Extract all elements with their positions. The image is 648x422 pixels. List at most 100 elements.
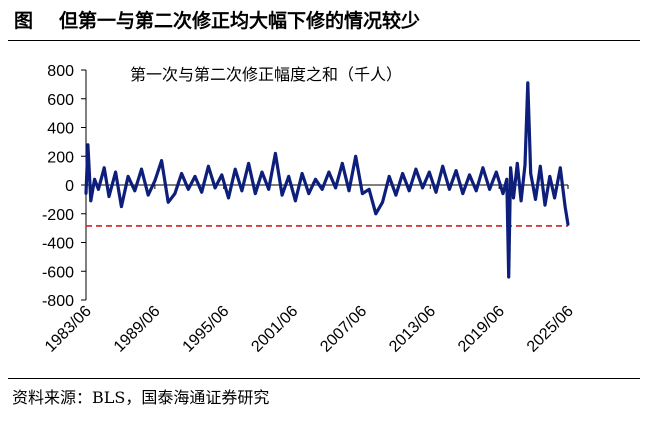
y-tick-label: 800 (47, 63, 74, 80)
x-tick-label: 2025/06 (524, 303, 577, 356)
series-title: 第一次与第二次修正幅度之和（千人） (130, 65, 402, 84)
series-point (548, 174, 552, 178)
series-point (381, 200, 384, 204)
x-tick-label: 2007/06 (317, 303, 370, 356)
series-point (394, 193, 398, 197)
series-point (558, 166, 562, 170)
series-point (97, 187, 100, 191)
series-point (468, 173, 471, 177)
y-tick-label: 0 (65, 178, 74, 195)
x-tick-label: 2001/06 (248, 303, 301, 356)
series-point (529, 172, 533, 175)
series-point (247, 162, 250, 165)
series-point (566, 223, 570, 226)
series-point (334, 186, 338, 190)
series-point (441, 164, 445, 168)
figure-title-text: 但第一与第二次修正均大幅下修的情况较少 (59, 10, 421, 32)
series-point (207, 164, 210, 168)
series-point (509, 166, 513, 170)
series-point (233, 167, 237, 171)
series-point (421, 186, 425, 190)
x-tick-label: 2019/06 (455, 303, 508, 356)
series-point (512, 196, 515, 200)
series-point (414, 167, 418, 171)
series-point (200, 190, 204, 194)
series-point (173, 192, 177, 196)
series-point (519, 199, 523, 203)
series-point (407, 189, 411, 193)
figure-label: 图 (14, 10, 34, 32)
series-point (93, 177, 97, 181)
series-point (140, 167, 143, 171)
series-point (213, 186, 217, 190)
series-point (107, 195, 111, 198)
series-point (260, 170, 264, 174)
series-point (267, 187, 271, 191)
series-point (320, 187, 324, 191)
series-point (454, 169, 458, 173)
series-point (481, 166, 485, 170)
y-tick-label: 600 (47, 92, 74, 109)
series-point (461, 192, 465, 196)
series-point (505, 177, 509, 181)
series-point (374, 212, 378, 216)
x-tick-label: 2013/06 (386, 303, 439, 356)
series-point (314, 177, 317, 181)
series-point (360, 192, 364, 196)
y-tick-label: 200 (47, 149, 74, 166)
series-point (273, 151, 277, 155)
y-tick-label: -800 (42, 293, 74, 310)
series-point (448, 187, 451, 191)
y-tick-label: -400 (42, 236, 74, 253)
series-point (227, 196, 230, 200)
series-point (300, 172, 304, 175)
series-point (114, 170, 118, 174)
series-point (434, 190, 438, 194)
series-point (367, 187, 371, 191)
series-point (186, 187, 190, 191)
series-point (387, 174, 391, 178)
series-point (534, 197, 537, 201)
series-point (401, 172, 404, 175)
series-point (427, 170, 431, 174)
series-point (86, 143, 90, 147)
series-point (543, 203, 547, 207)
series-point (507, 275, 511, 279)
y-tick-label: -600 (42, 264, 74, 281)
plot-layer (84, 81, 570, 279)
series-point (89, 199, 93, 203)
series-point (102, 166, 106, 170)
series-point (153, 179, 157, 183)
series-point (347, 189, 351, 193)
series-point (240, 189, 244, 193)
series-point (340, 162, 344, 165)
series-point (474, 189, 478, 193)
series-point (287, 174, 291, 178)
series-point (523, 163, 527, 167)
series-point (501, 192, 505, 196)
series-point (494, 170, 498, 174)
series-point (133, 189, 137, 193)
series-point (166, 200, 170, 204)
series-point (126, 174, 130, 178)
series-point (220, 173, 224, 177)
source-note: 资料来源：BLS，国泰海通证券研究 (12, 388, 270, 407)
series-point (307, 192, 311, 196)
series-point (488, 187, 491, 191)
series-line (84, 81, 570, 279)
series-point (84, 192, 88, 196)
x-tick-label: 1983/06 (42, 303, 95, 356)
series-point (180, 172, 184, 175)
series-point (327, 170, 331, 174)
series-point (280, 193, 284, 197)
series-point (146, 193, 150, 197)
series-point (538, 164, 542, 168)
x-tick-label: 1995/06 (180, 303, 233, 356)
series-point (515, 162, 519, 165)
y-tick-label: 400 (47, 121, 74, 138)
series-point (553, 196, 557, 200)
source-rule (8, 378, 640, 379)
series-point (354, 154, 358, 158)
